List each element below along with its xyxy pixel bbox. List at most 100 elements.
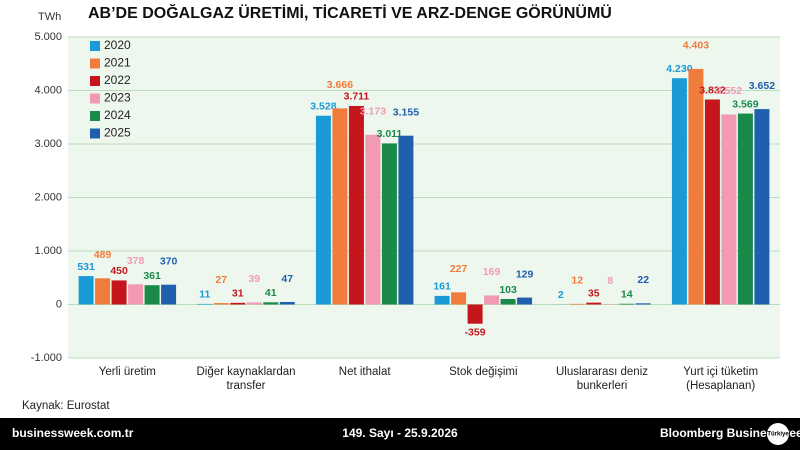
bar xyxy=(451,292,467,305)
legend-swatch xyxy=(90,111,100,121)
bar xyxy=(332,108,348,305)
x-tick-label: Yerli üretim xyxy=(98,366,156,378)
legend-swatch xyxy=(90,58,100,69)
bar xyxy=(500,298,516,305)
bar xyxy=(144,285,160,305)
value-label: 450 xyxy=(110,265,128,277)
edition-badge xyxy=(767,423,789,445)
x-tick-label: Stok değişimi xyxy=(449,366,518,378)
value-label: 3.832 xyxy=(699,84,725,96)
value-label: 12 xyxy=(571,275,583,287)
bar xyxy=(586,302,602,305)
bar xyxy=(398,135,414,305)
x-tick-label: Yurt içi tüketim (Hesaplanan) xyxy=(683,366,759,392)
value-label: 35 xyxy=(588,287,600,299)
bar xyxy=(484,295,500,305)
value-label: 3.666 xyxy=(327,79,353,91)
value-label: 103 xyxy=(499,284,517,296)
legend-label: 2025 xyxy=(104,126,131,140)
value-label: 370 xyxy=(160,255,178,267)
bar xyxy=(365,134,381,305)
x-tick-label: Diğer kaynaklardan transfer xyxy=(196,366,296,392)
chart-title: AB’DE DOĞALGAZ ÜRETİMİ, TİCARETİ VE ARZ-… xyxy=(88,3,612,22)
value-label: 4.230 xyxy=(666,63,692,75)
value-label: 3.173 xyxy=(360,106,386,118)
value-label: 8 xyxy=(607,275,613,287)
bar xyxy=(754,109,770,305)
bar xyxy=(213,303,229,305)
y-tick-label: 0 xyxy=(56,298,62,310)
bar xyxy=(381,143,397,305)
y-tick-label: 3.000 xyxy=(34,138,62,150)
bar xyxy=(246,302,262,305)
bar xyxy=(619,303,635,305)
legend-swatch xyxy=(90,128,100,139)
legend-label: 2023 xyxy=(104,91,131,105)
value-label: 3.569 xyxy=(732,98,758,110)
bar xyxy=(279,301,295,305)
value-label: 31 xyxy=(232,288,244,300)
y-tick-label: 1.000 xyxy=(34,245,62,257)
y-unit: TWh xyxy=(38,11,61,23)
legend-swatch xyxy=(90,93,100,104)
value-label: 3.711 xyxy=(344,91,370,103)
bar xyxy=(671,78,687,305)
value-label: 11 xyxy=(199,289,210,301)
footer-edition: Türkiye xyxy=(767,432,789,438)
value-label: 22 xyxy=(637,274,649,286)
value-label: 27 xyxy=(215,274,227,286)
value-label: 531 xyxy=(77,261,95,273)
y-tick-label: 5.000 xyxy=(34,31,62,43)
bar xyxy=(111,280,127,305)
footer-logo: Bloomberg Businessweek xyxy=(660,426,800,440)
value-label: 2 xyxy=(558,289,564,301)
bar xyxy=(434,295,450,305)
value-label: 489 xyxy=(94,249,112,261)
bar xyxy=(95,278,111,305)
value-label: 3.155 xyxy=(393,106,419,118)
bar xyxy=(348,105,364,305)
bar xyxy=(197,303,213,305)
footer-issue: 149. Sayı - 25.9.2026 xyxy=(342,426,458,440)
value-label: 4.403 xyxy=(683,40,709,52)
value-label: -359 xyxy=(465,326,486,338)
legend-label: 2022 xyxy=(104,73,131,87)
bar xyxy=(78,276,94,305)
bar xyxy=(315,115,331,305)
bar xyxy=(263,302,279,305)
value-label: 14 xyxy=(621,289,633,301)
value-label: 3.652 xyxy=(749,80,775,92)
value-label: 227 xyxy=(450,263,468,275)
value-label: 361 xyxy=(143,270,161,282)
y-tick-label: -1.000 xyxy=(31,352,62,364)
legend-label: 2021 xyxy=(104,56,131,70)
footer-site: businessweek.com.tr xyxy=(12,426,134,440)
value-label: 41 xyxy=(265,287,277,299)
y-tick-label: 4.000 xyxy=(34,84,62,96)
bar xyxy=(517,297,533,305)
bar xyxy=(161,284,177,305)
value-label: 378 xyxy=(127,255,145,267)
bar xyxy=(704,99,720,305)
bar xyxy=(721,114,737,305)
value-label: 39 xyxy=(248,273,260,285)
legend-swatch xyxy=(90,41,100,51)
bar xyxy=(635,303,651,305)
bar xyxy=(467,304,483,324)
value-label: 129 xyxy=(516,268,534,280)
bar xyxy=(128,284,144,305)
value-label: 3.552 xyxy=(716,85,742,97)
bar xyxy=(230,302,246,305)
value-label: 161 xyxy=(433,281,451,293)
source: Kaynak: Eurostat xyxy=(22,400,110,412)
y-tick-label: 2.000 xyxy=(34,191,62,203)
bar xyxy=(737,113,753,305)
legend-swatch xyxy=(90,76,100,86)
legend-label: 2020 xyxy=(104,38,131,52)
bar xyxy=(688,68,704,305)
legend-label: 2024 xyxy=(104,108,131,122)
value-label: 169 xyxy=(483,266,501,278)
value-label: 3.011 xyxy=(377,128,403,140)
